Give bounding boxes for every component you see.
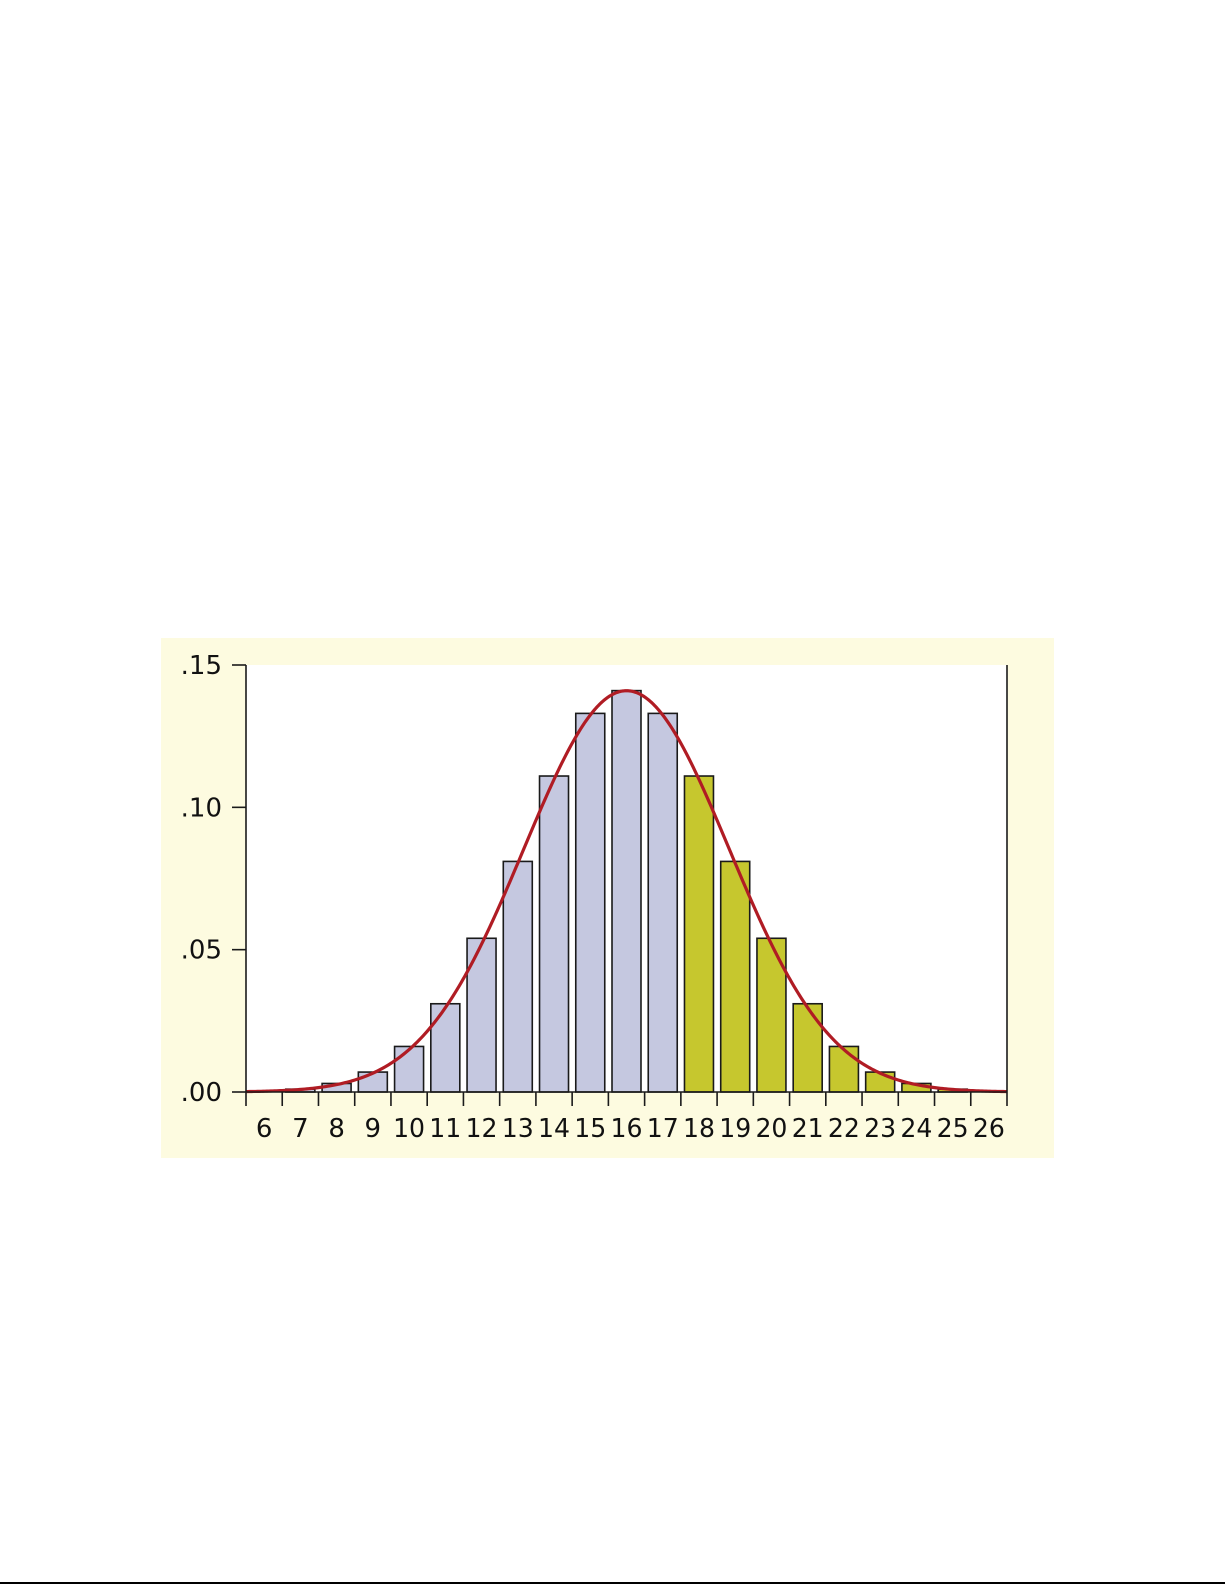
distribution-chart: .00 .05 .10 .15 6 7 8 9 10 11 12 13 14 15 16 17 18 19 20 21… xyxy=(161,638,1054,1158)
curve-layer xyxy=(245,689,1008,1094)
bar-9 xyxy=(357,1071,389,1093)
x-tick-label: 22 xyxy=(828,1114,860,1144)
x-tick-label: 20 xyxy=(755,1114,787,1144)
bar-19 xyxy=(719,860,751,1093)
y-tick-label: .05 xyxy=(181,936,222,966)
y-tick-label: .10 xyxy=(181,793,222,823)
x-tick-label: 16 xyxy=(611,1114,643,1144)
bar-21 xyxy=(792,1002,823,1093)
x-tick-label: 21 xyxy=(792,1114,824,1144)
x-tick-label: 19 xyxy=(719,1114,751,1144)
x-tick-label: 23 xyxy=(864,1114,896,1144)
chart-panel: .00 .05 .10 .15 6 7 8 9 10 11 12 13 14 15 16 17 18 19 20 21… xyxy=(161,638,1054,1158)
bar-11 xyxy=(430,1002,461,1093)
bar-18 xyxy=(683,775,715,1093)
bars-layer xyxy=(246,665,1007,1093)
bar-22 xyxy=(828,1045,860,1093)
y-tick-label: .15 xyxy=(181,651,222,681)
x-tick-label: 15 xyxy=(574,1114,606,1144)
bar-17 xyxy=(647,712,679,1093)
x-tick-label: 17 xyxy=(647,1114,679,1144)
x-tick-label: 7 xyxy=(292,1114,309,1144)
x-tick-label: 13 xyxy=(502,1114,534,1144)
bar-14 xyxy=(538,775,570,1093)
x-tick-label: 12 xyxy=(466,1114,498,1144)
x-tick-label: 11 xyxy=(429,1114,461,1144)
axes-layer xyxy=(232,664,1008,1106)
bar-10 xyxy=(393,1045,425,1093)
x-tick-label: 24 xyxy=(900,1114,932,1144)
bar-15 xyxy=(574,712,606,1093)
bar-23 xyxy=(864,1071,896,1093)
x-tick-label: 6 xyxy=(256,1114,273,1144)
labels-layer: .00 .05 .10 .15 6 7 8 9 10 11 12 13 14 15 16 17 18 19 20 21… xyxy=(181,651,1005,1144)
x-tick-label: 25 xyxy=(937,1114,969,1144)
x-tick-label: 10 xyxy=(393,1114,425,1144)
x-tick-label: 18 xyxy=(683,1114,715,1144)
page-bottom-rule xyxy=(0,1582,1225,1584)
x-tick-label: 8 xyxy=(328,1114,345,1144)
x-tick-label: 14 xyxy=(538,1114,570,1144)
density-curve xyxy=(245,689,1008,1094)
bar-13 xyxy=(502,860,534,1093)
x-tick-label: 26 xyxy=(973,1114,1005,1144)
y-tick-label: .00 xyxy=(181,1078,222,1108)
x-tick-label: 9 xyxy=(365,1114,382,1144)
bar-16 xyxy=(611,689,642,1093)
